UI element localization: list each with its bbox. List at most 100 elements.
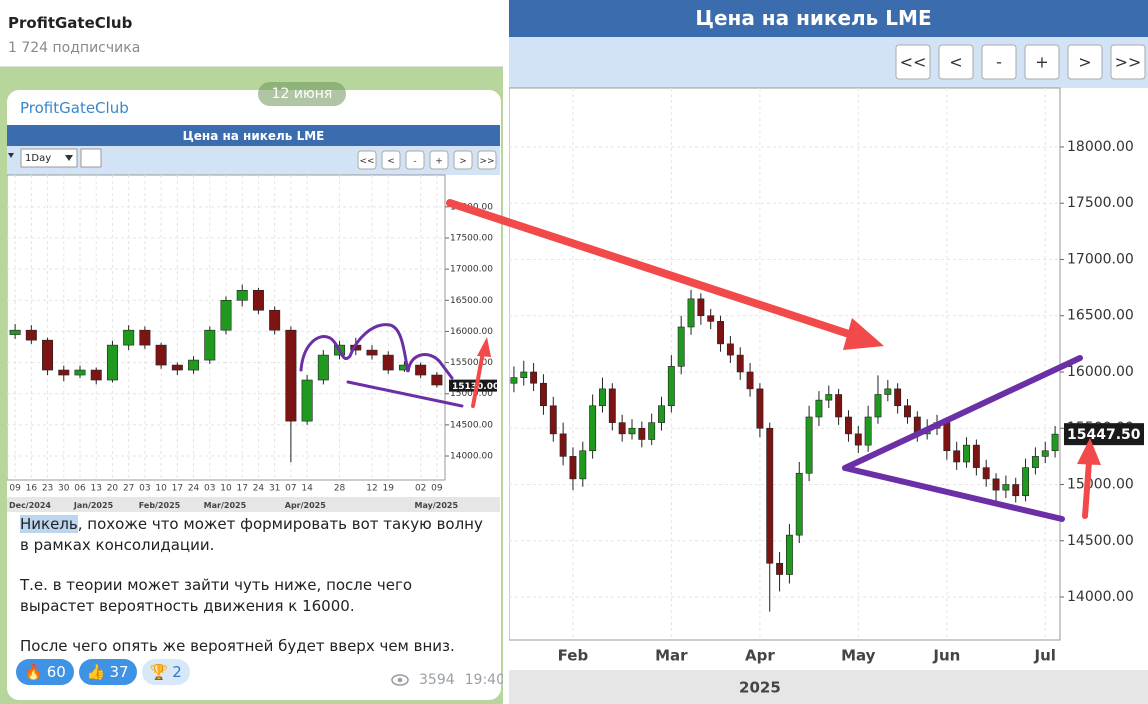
candle-body [677,326,685,367]
nav-button-label: + [1035,53,1048,72]
date-badge: 12 июня [258,82,346,106]
nav-button[interactable] [405,150,425,170]
channel-header[interactable]: ProfitGateClub 1 724 подписчика [0,0,503,67]
chart-title: Цена на никель LME [183,129,325,143]
candle-body [972,444,980,468]
nav-button-label: + [435,157,443,167]
reaction-emoji: 🏆 [149,663,169,681]
x-tick-label: 20 [107,484,119,494]
candle-body [815,399,823,418]
candle-body [530,371,538,384]
nav-button[interactable] [381,150,401,170]
nav-button[interactable] [357,150,377,170]
candle-body [697,298,705,317]
chart-title: Цена на никель LME [695,6,931,30]
reaction[interactable]: 🏆 2 [141,659,190,685]
period-label: Feb/2025 [139,501,181,510]
period-label: Mar/2025 [204,501,247,510]
candle-body [913,416,921,435]
interval-select[interactable] [20,148,78,168]
candle-body [638,427,646,440]
reaction[interactable]: 👍 37 [78,659,137,685]
candle-body [933,422,941,429]
candle-body [366,349,378,356]
candle-body [25,329,37,341]
candle-body [301,379,313,422]
candle-body [1012,484,1020,497]
nav-button[interactable] [477,150,497,170]
candle-body [204,329,216,361]
dropdown-arrow [8,153,14,158]
x-tick-label: 13 [90,484,101,494]
y-tick-label: 15000.00 [1067,477,1134,493]
candle-body [171,364,183,371]
candle-body [795,472,803,536]
candle-body [285,329,297,422]
candle-body [589,405,597,452]
x-tick-label: 30 [58,484,70,494]
nav-button[interactable] [453,150,473,170]
candle-body [1051,433,1059,452]
x-tick-label: 09 [431,484,443,494]
candle-body [155,344,167,366]
candle-body [707,315,715,322]
candle-body [510,377,518,384]
candle-body [756,388,764,429]
message-author[interactable]: ProfitGateClub [20,99,129,117]
candle-body [805,416,813,474]
candle-body [334,344,346,356]
subscribers: 1 724 подписчика [8,40,141,56]
candle-body [667,366,675,407]
candle-body [539,382,547,407]
nav-button[interactable] [1110,44,1146,80]
candle-body [746,371,754,390]
chart-type-button[interactable] [80,148,102,168]
x-tick-label: 31 [269,484,280,494]
period-label: Jan/2025 [73,501,114,510]
y-tick-label: 17000.00 [1067,251,1134,267]
candle-body [874,394,882,418]
candle-body [74,369,86,376]
candle-body [608,388,616,423]
x-tick-label: 10 [220,484,232,494]
candle-body [579,450,587,480]
title-bar [509,0,1148,37]
candle-body [648,422,656,440]
reaction-count: 2 [172,663,182,681]
nav-button[interactable] [429,150,449,170]
reaction-count: 60 [46,663,66,681]
paragraph: Т.е. в теории может зайти чуть ниже, пос… [20,576,413,615]
candle-body [398,364,410,371]
x-tick-label: 12 [366,484,377,494]
message-bubble: ProfitGateClub Цена на никель LME 1Day << <… [7,90,503,700]
channel-name: ProfitGateClub [8,14,133,32]
y-tick-label: 14500.00 [1067,533,1134,549]
chart: Цена на никель LME<< < - + > >>14000.0014500.… [509,0,1148,704]
paragraph: Никель, похоже что может формировать вот… [20,514,490,556]
reaction-emoji: 🔥 [24,663,43,681]
candle-body [963,444,970,463]
candle-body [884,388,892,395]
nav-button[interactable] [1067,44,1103,80]
x-tick-label: 02 [415,484,426,494]
nav-button[interactable] [1024,44,1060,80]
nav-button[interactable] [981,44,1017,80]
y-tick-label: 17500.00 [450,233,493,243]
candle-body [845,416,852,435]
last-price-label: 15130.00 [452,382,499,392]
nav-button-label: - [413,157,416,167]
time: 19:40 [464,672,503,688]
candle-body [549,405,557,435]
candle-body [415,364,427,376]
reaction[interactable]: 🔥 60 [16,659,74,685]
x-tick-label: 17 [172,484,183,494]
period-label: Dec/2024 [9,501,51,510]
nav-button[interactable] [938,44,974,80]
candle-body [269,309,281,331]
x-tick-label: 17 [236,484,247,494]
nav-button[interactable] [895,44,931,80]
y-tick-label: 18000.00 [1067,139,1134,155]
candle-body [1041,450,1049,457]
